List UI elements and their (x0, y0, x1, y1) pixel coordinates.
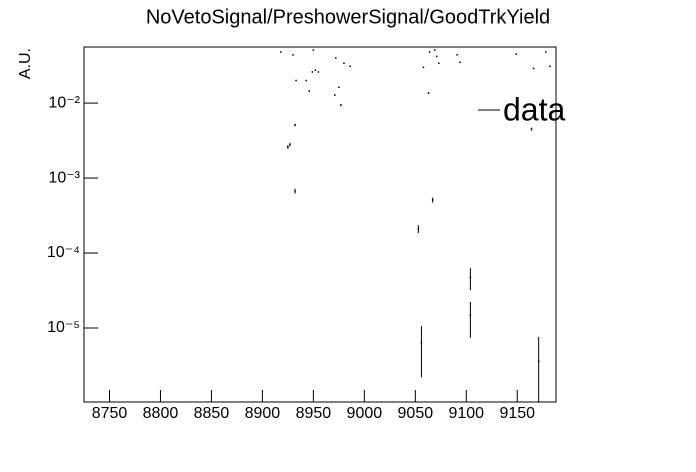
data-point (469, 314, 472, 316)
data-point (311, 71, 314, 73)
legend-label: data (503, 91, 565, 127)
data-point (456, 54, 458, 56)
data-point (335, 57, 337, 59)
y-tick-label: 10⁻⁵ (47, 319, 80, 336)
data-point (549, 65, 551, 68)
data-point (433, 49, 436, 51)
data-point (530, 128, 533, 130)
data-point (435, 55, 438, 58)
data-point (338, 86, 340, 88)
chart-title: NoVetoSignal/PreshowerSignal/GoodTrkYiel… (146, 6, 550, 28)
data-point (317, 71, 320, 73)
data-point (343, 62, 345, 64)
data-point (294, 190, 296, 192)
y-tick-label: 10⁻² (48, 94, 80, 111)
data-point (305, 79, 307, 82)
data-point (292, 54, 294, 56)
data-point (334, 94, 336, 96)
data-point (287, 146, 289, 148)
x-tick-label: 8900 (245, 405, 281, 422)
data-point (417, 228, 420, 230)
data-point (545, 51, 547, 53)
data-point (314, 69, 317, 71)
y-axis-label: A.U. (17, 48, 34, 79)
data-point (349, 65, 351, 68)
x-tick-label: 8800 (143, 405, 179, 422)
data-point (428, 51, 431, 53)
data-point (515, 53, 517, 55)
x-tick-label: 8750 (92, 405, 128, 422)
data-point (289, 143, 291, 146)
data-point (295, 79, 297, 82)
data-point (438, 62, 440, 64)
data-point (469, 276, 472, 279)
x-tick-label: 9000 (347, 405, 383, 422)
data-point (308, 90, 311, 92)
data-point (537, 360, 540, 363)
data-point (420, 341, 423, 344)
data-point (340, 104, 342, 106)
data-point (532, 67, 535, 70)
x-tick-label: 9100 (448, 405, 484, 422)
y-tick-label: 10⁻⁴ (47, 244, 80, 261)
x-tick-label: 8850 (194, 405, 230, 422)
x-tick-label: 8950 (296, 405, 332, 422)
data-point (280, 51, 282, 53)
plot-frame (83, 46, 557, 403)
data-point (294, 124, 296, 126)
data-point (312, 49, 315, 51)
x-tick-label: 9050 (398, 405, 434, 422)
x-tick-label: 9150 (499, 405, 535, 422)
data-point (459, 61, 461, 64)
data-point (422, 66, 425, 69)
data-point (431, 199, 434, 201)
data-point (427, 92, 430, 94)
y-tick-label: 10⁻³ (48, 169, 80, 186)
